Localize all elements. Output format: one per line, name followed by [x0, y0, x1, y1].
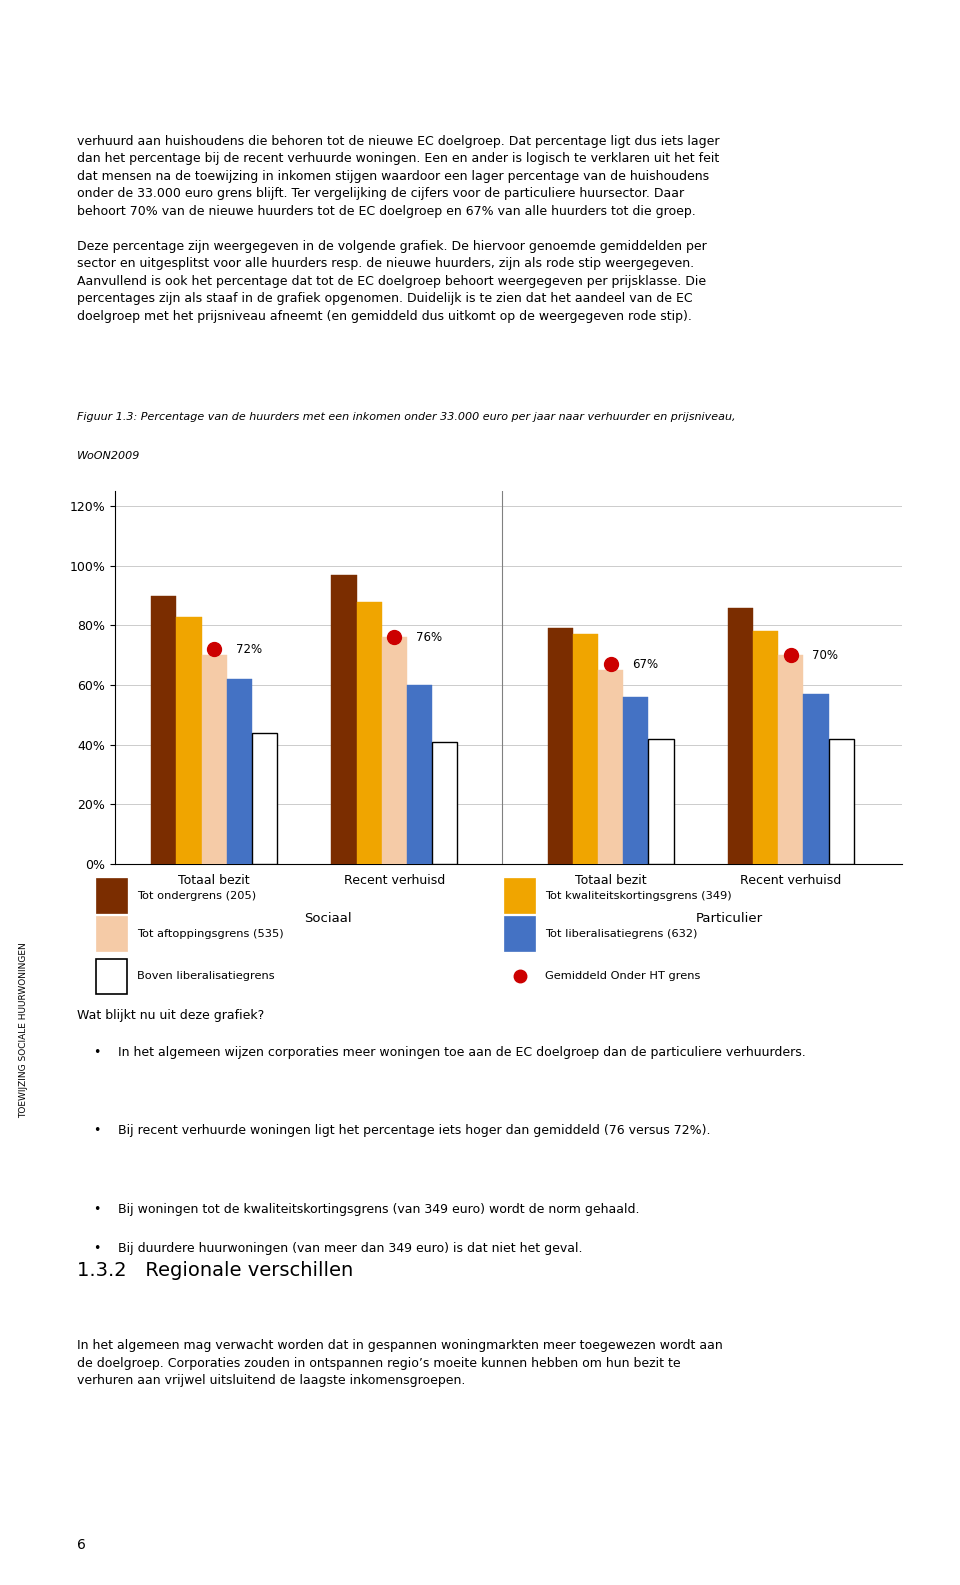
Bar	[753, 631, 779, 864]
Bar	[728, 607, 753, 864]
Text: Tot aftoppingsgrens (535): Tot aftoppingsgrens (535)	[137, 929, 283, 938]
Text: TOEWIJZING SOCIALE HUURWONINGEN: TOEWIJZING SOCIALE HUURWONINGEN	[19, 943, 29, 1117]
Text: 70%: 70%	[812, 648, 838, 663]
Bar	[573, 634, 598, 864]
Text: Particulier: Particulier	[696, 913, 763, 926]
Text: •: •	[93, 1203, 101, 1216]
Text: 76%: 76%	[416, 631, 443, 644]
Bar	[598, 670, 623, 864]
Text: 1.3.2   Regionale verschillen: 1.3.2 Regionale verschillen	[77, 1262, 353, 1279]
Text: In het algemeen mag verwacht worden dat in gespannen woningmarkten meer toegewez: In het algemeen mag verwacht worden dat …	[77, 1339, 723, 1387]
Bar	[779, 655, 804, 864]
Text: •: •	[93, 1046, 101, 1059]
Bar	[623, 697, 648, 864]
Text: Boven liberalisatiegrens: Boven liberalisatiegrens	[137, 972, 275, 981]
Text: verhuurd aan huishoudens die behoren tot de nieuwe EC doelgroep. Dat percentage : verhuurd aan huishoudens die behoren tot…	[77, 135, 719, 323]
Bar	[648, 739, 674, 864]
Bar	[96, 916, 127, 951]
Bar	[356, 602, 382, 864]
Bar	[504, 878, 535, 913]
Bar	[96, 959, 127, 994]
Text: 6: 6	[77, 1539, 85, 1552]
Bar	[252, 732, 277, 864]
Bar	[547, 628, 573, 864]
Bar	[828, 739, 853, 864]
Text: Bij recent verhuurde woningen ligt het percentage iets hoger dan gemiddeld (76 v: Bij recent verhuurde woningen ligt het p…	[118, 1124, 710, 1138]
Text: Wat blijkt nu uit deze grafiek?: Wat blijkt nu uit deze grafiek?	[77, 1010, 264, 1022]
Bar	[432, 742, 458, 864]
Text: Bij woningen tot de kwaliteitskortingsgrens (van 349 euro) wordt de norm gehaald: Bij woningen tot de kwaliteitskortingsgr…	[118, 1203, 639, 1216]
Bar	[331, 575, 356, 864]
Bar	[227, 678, 252, 864]
Text: Tot ondergrens (205): Tot ondergrens (205)	[137, 891, 256, 900]
Text: Tot liberalisatiegrens (632): Tot liberalisatiegrens (632)	[544, 929, 697, 938]
Text: Sociaal: Sociaal	[304, 913, 351, 926]
Text: WoON2009: WoON2009	[77, 452, 140, 461]
Text: •: •	[93, 1124, 101, 1138]
Text: Gemiddeld Onder HT grens: Gemiddeld Onder HT grens	[544, 972, 700, 981]
Text: In het algemeen wijzen corporaties meer woningen toe aan de EC doelgroep dan de : In het algemeen wijzen corporaties meer …	[118, 1046, 805, 1059]
Bar	[96, 878, 127, 913]
Text: 72%: 72%	[236, 644, 262, 656]
Bar	[407, 685, 432, 864]
Bar	[804, 694, 828, 864]
Text: Bij duurdere huurwoningen (van meer dan 349 euro) is dat niet het geval.: Bij duurdere huurwoningen (van meer dan …	[118, 1243, 583, 1255]
Bar	[504, 916, 535, 951]
Text: Figuur 1.3: Percentage van de huurders met een inkomen onder 33.000 euro per jaa: Figuur 1.3: Percentage van de huurders m…	[77, 412, 735, 422]
Bar	[152, 596, 177, 864]
Text: Tot kwaliteitskortingsgrens (349): Tot kwaliteitskortingsgrens (349)	[544, 891, 732, 900]
Bar	[202, 655, 227, 864]
Bar	[382, 637, 407, 864]
Text: •: •	[93, 1243, 101, 1255]
Bar	[177, 617, 202, 864]
Text: 67%: 67%	[633, 658, 659, 670]
